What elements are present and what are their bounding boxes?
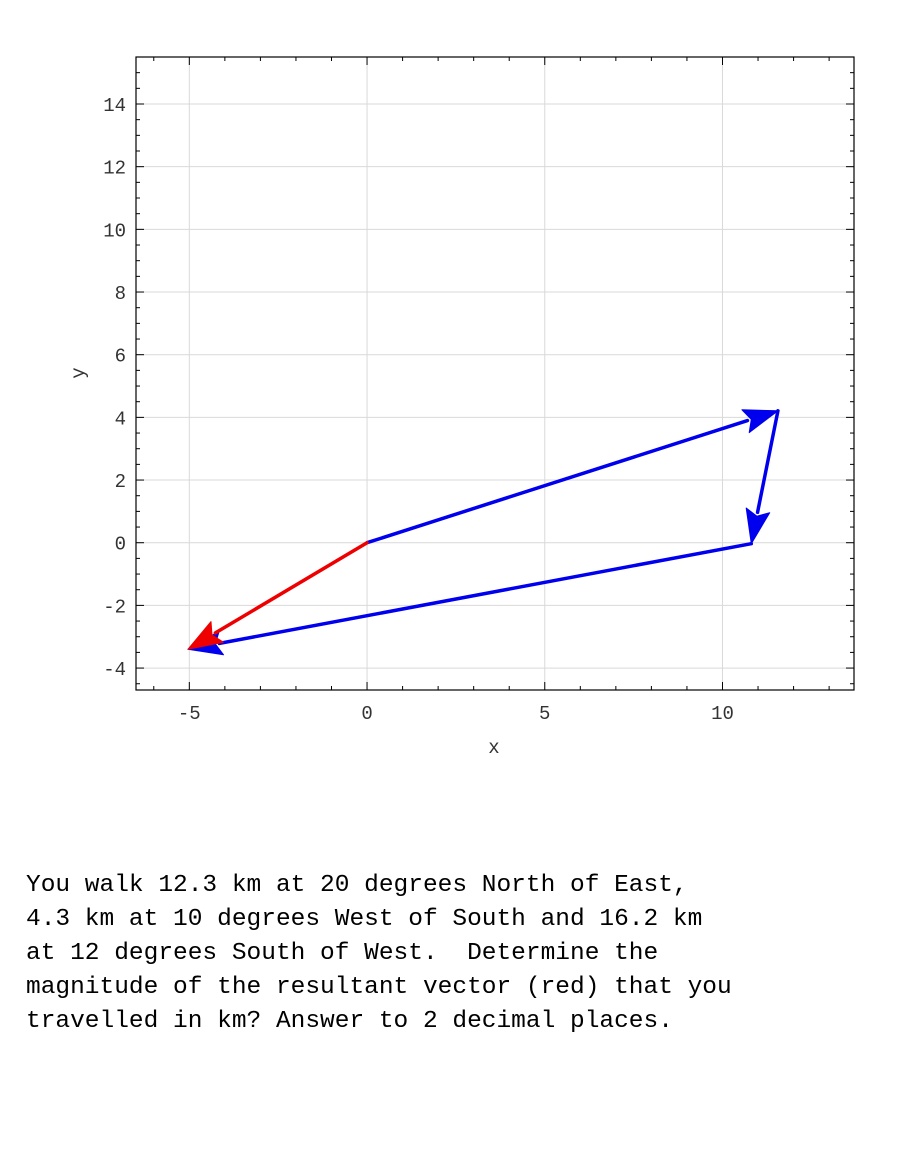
question-line: 4.3 km at 10 degrees West of South and 1… — [26, 906, 703, 933]
arrowhead — [187, 621, 224, 650]
x-tick-labels: -5 0 5 10 — [178, 703, 734, 725]
vector-shaft — [755, 409, 780, 515]
question-line: magnitude of the resultant vector (red) … — [26, 974, 732, 1001]
x-tick-label: -5 — [178, 703, 201, 725]
y-tick-labels: -4 -2 0 2 4 6 8 10 12 14 — [103, 95, 126, 681]
vector-shaft — [217, 541, 754, 646]
question-text: You walk 12.3 km at 20 degrees North of … — [26, 869, 886, 1039]
y-tick-label: 14 — [103, 95, 126, 117]
vector-chart: -5 0 5 10 -4 -2 0 2 4 6 8 10 12 14 x y — [68, 56, 855, 759]
question-line: at 12 degrees South of West. Determine t… — [26, 940, 659, 967]
y-tick-label: 2 — [115, 471, 126, 493]
displacement-vector — [745, 409, 780, 545]
x-tick-label: 10 — [711, 703, 734, 725]
y-tick-label: 10 — [103, 220, 126, 242]
x-axis-label: x — [488, 737, 499, 759]
y-tick-label: 8 — [115, 283, 126, 305]
plot-border — [135, 56, 855, 691]
plot-frame — [135, 56, 855, 691]
grid-lines — [136, 57, 854, 690]
y-axis-label: y — [68, 367, 90, 378]
x-tick-label: 5 — [539, 703, 550, 725]
y-tick-label: -4 — [103, 659, 126, 681]
axis-ticks — [136, 56, 854, 690]
question-line: You walk 12.3 km at 20 degrees North of … — [26, 872, 688, 899]
x-tick-label: 0 — [361, 703, 372, 725]
arrowhead — [745, 507, 771, 545]
y-tick-label: 0 — [115, 534, 126, 556]
vector-shaft — [365, 418, 750, 545]
y-tick-label: -2 — [103, 596, 126, 618]
question-line: travelled in km? Answer to 2 decimal pla… — [26, 1008, 673, 1035]
vector-shaft — [213, 540, 369, 635]
y-tick-label: 6 — [115, 346, 126, 368]
vectors — [187, 409, 780, 656]
y-tick-label: 12 — [103, 158, 126, 180]
y-tick-label: 4 — [115, 408, 126, 430]
arrowhead — [741, 409, 779, 434]
resultant-vector — [187, 540, 369, 650]
displacement-vector — [365, 409, 779, 545]
